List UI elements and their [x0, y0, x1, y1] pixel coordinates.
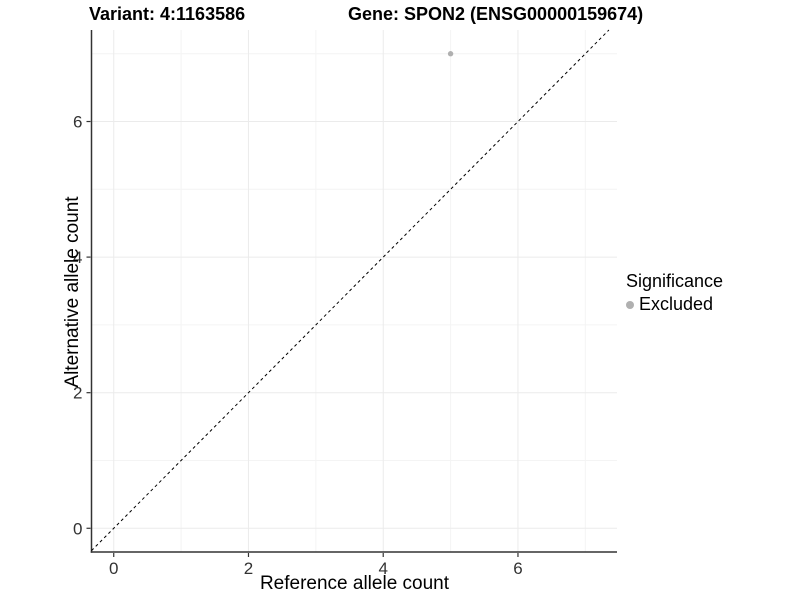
y-tick-label: 0	[73, 519, 82, 538]
legend-title: Significance	[626, 271, 724, 291]
legend-item-label: Excluded	[639, 294, 714, 314]
y-tick-label: 2	[73, 384, 82, 403]
identity-line	[91, 29, 610, 551]
y-tick-label: 6	[73, 113, 82, 132]
y-tick-label: 4	[73, 248, 82, 267]
legend-item-excluded: Excluded	[626, 294, 723, 315]
y-axis-title: Alternative allele count	[62, 196, 83, 388]
x-tick-label: 4	[378, 559, 387, 578]
legend: Significance Excluded	[626, 271, 723, 315]
data-point	[447, 51, 454, 57]
plot-title-variant: Variant: 4:1163586	[89, 4, 246, 24]
legend-marker-excluded	[626, 300, 634, 309]
x-axis-title: Reference allele count	[259, 573, 450, 594]
x-tick-label: 6	[513, 559, 522, 578]
x-tick-label: 2	[244, 559, 253, 578]
plot-title-gene: Gene: SPON2 (ENSG00000159674)	[348, 4, 644, 24]
x-tick-label: 0	[109, 559, 118, 578]
